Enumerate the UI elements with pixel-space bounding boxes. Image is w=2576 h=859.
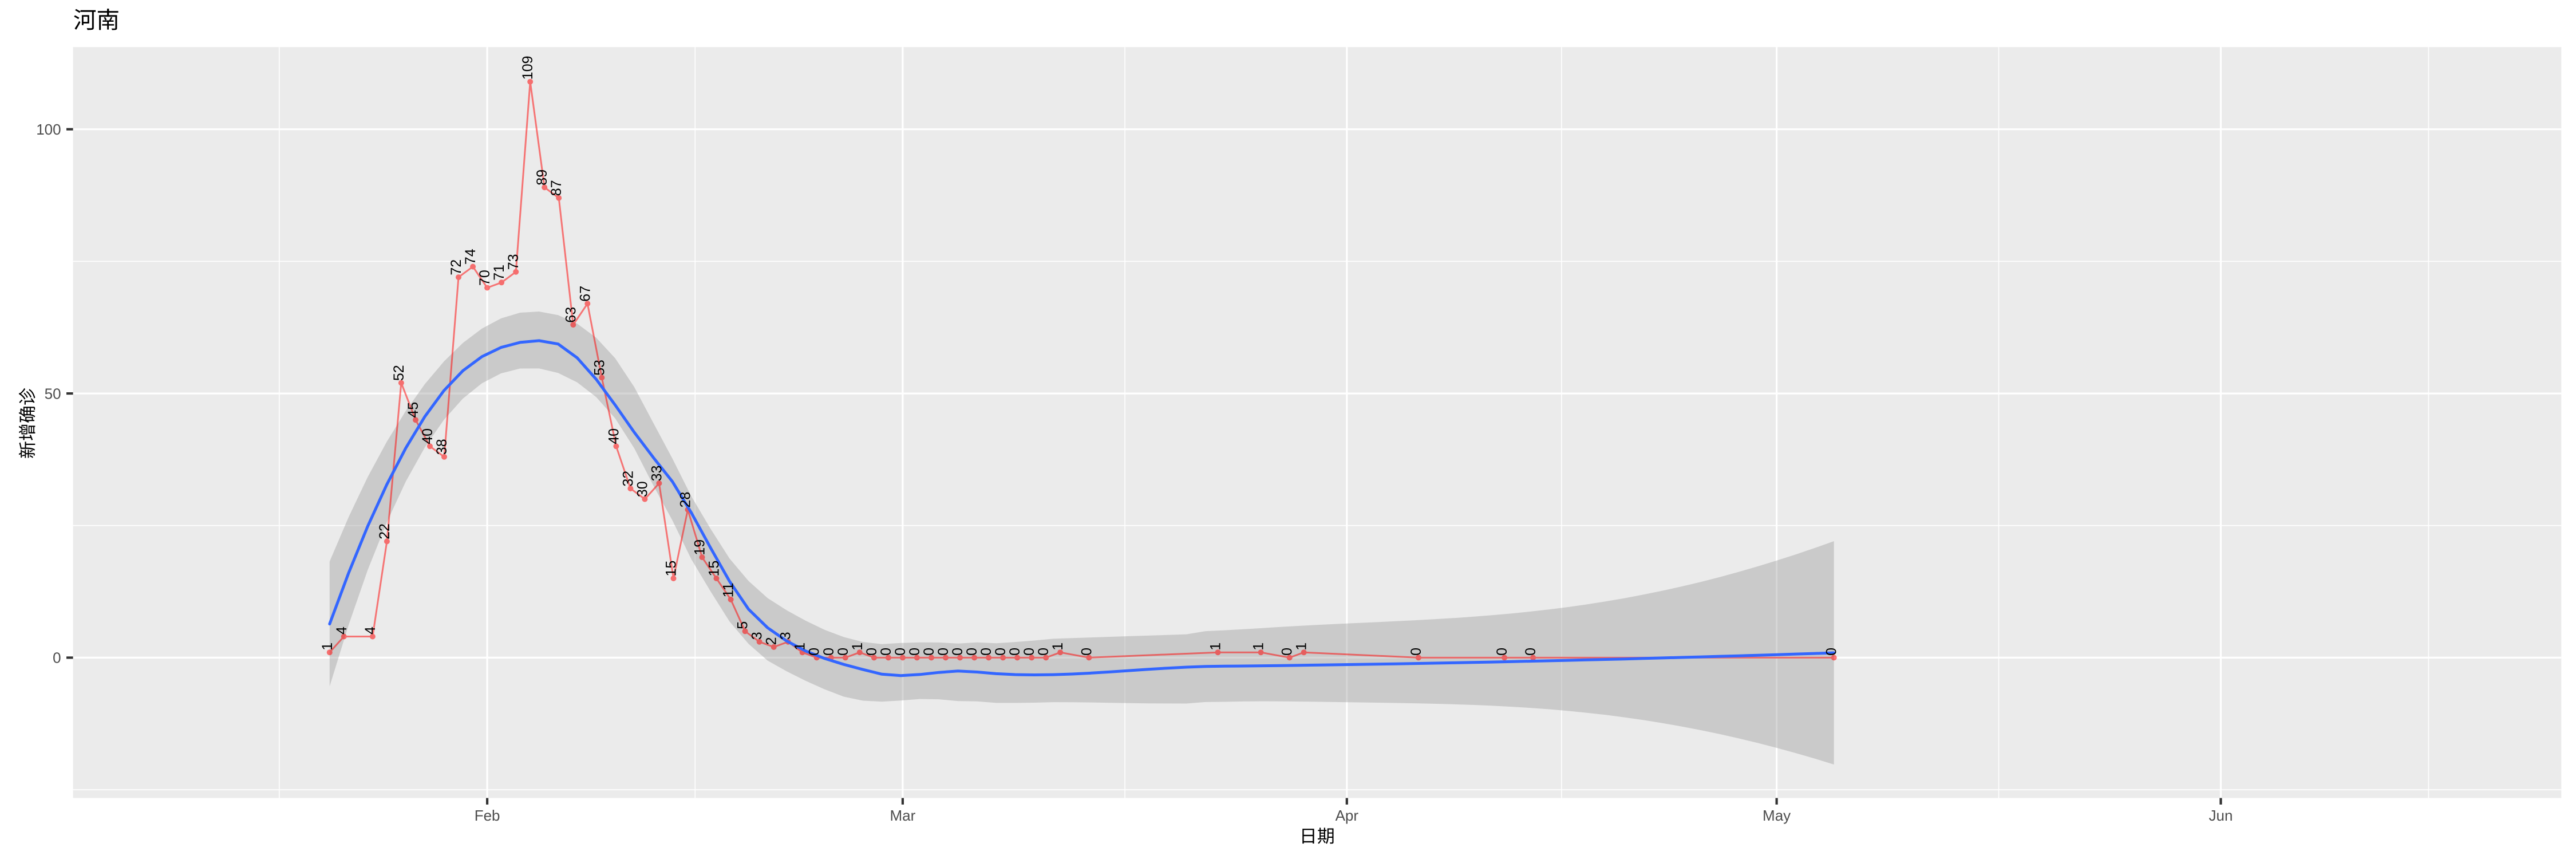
svg-text:1: 1 xyxy=(1251,643,1267,651)
svg-text:1: 1 xyxy=(1050,643,1066,651)
svg-text:0: 0 xyxy=(1824,648,1840,656)
svg-text:40: 40 xyxy=(420,428,436,444)
svg-text:87: 87 xyxy=(548,180,564,196)
svg-text:67: 67 xyxy=(577,286,593,302)
svg-text:May: May xyxy=(1763,807,1791,824)
svg-text:53: 53 xyxy=(591,360,607,376)
svg-text:Jun: Jun xyxy=(2209,807,2233,824)
svg-text:0: 0 xyxy=(864,648,880,656)
svg-text:0: 0 xyxy=(907,648,923,656)
svg-text:32: 32 xyxy=(620,471,636,487)
svg-text:0: 0 xyxy=(1007,648,1023,656)
svg-text:0: 0 xyxy=(807,648,823,656)
svg-text:89: 89 xyxy=(534,170,550,186)
svg-text:33: 33 xyxy=(649,466,665,482)
svg-text:Feb: Feb xyxy=(475,807,500,824)
svg-text:73: 73 xyxy=(505,254,521,270)
svg-text:0: 0 xyxy=(978,648,994,656)
svg-text:38: 38 xyxy=(434,439,450,455)
svg-text:1: 1 xyxy=(319,643,335,651)
svg-text:0: 0 xyxy=(1279,648,1295,656)
svg-text:0: 0 xyxy=(821,648,837,656)
svg-text:63: 63 xyxy=(563,307,579,323)
svg-text:11: 11 xyxy=(721,582,737,597)
svg-text:1: 1 xyxy=(1208,643,1224,651)
svg-text:52: 52 xyxy=(391,365,407,381)
svg-text:0: 0 xyxy=(950,648,966,656)
svg-text:3: 3 xyxy=(778,632,794,640)
svg-text:40: 40 xyxy=(606,428,622,444)
svg-text:4: 4 xyxy=(362,626,378,635)
svg-text:109: 109 xyxy=(520,56,536,80)
svg-text:0: 0 xyxy=(1494,648,1510,656)
svg-text:15: 15 xyxy=(663,561,679,577)
svg-text:0: 0 xyxy=(835,648,851,656)
svg-text:0: 0 xyxy=(993,648,1009,656)
svg-text:1: 1 xyxy=(850,643,866,651)
svg-text:100: 100 xyxy=(36,121,61,138)
svg-text:0: 0 xyxy=(1036,648,1052,656)
svg-text:0: 0 xyxy=(892,648,908,656)
svg-text:50: 50 xyxy=(45,385,61,402)
svg-text:Apr: Apr xyxy=(1336,807,1359,824)
svg-text:0: 0 xyxy=(921,648,937,656)
svg-text:72: 72 xyxy=(448,259,464,275)
svg-text:0: 0 xyxy=(53,649,61,667)
svg-text:2: 2 xyxy=(764,637,780,645)
svg-text:0: 0 xyxy=(878,648,894,656)
svg-text:1: 1 xyxy=(1294,643,1310,651)
svg-text:5: 5 xyxy=(735,621,751,629)
svg-text:0: 0 xyxy=(935,648,951,656)
svg-text:45: 45 xyxy=(405,402,421,418)
svg-text:Mar: Mar xyxy=(890,807,916,824)
svg-text:74: 74 xyxy=(463,249,479,265)
svg-text:19: 19 xyxy=(692,539,708,555)
svg-text:28: 28 xyxy=(678,492,694,508)
svg-text:0: 0 xyxy=(1523,648,1539,656)
svg-text:0: 0 xyxy=(1408,648,1424,656)
svg-text:0: 0 xyxy=(964,648,980,656)
svg-text:1: 1 xyxy=(792,643,808,651)
svg-text:22: 22 xyxy=(377,523,393,539)
svg-text:0: 0 xyxy=(1078,648,1095,656)
svg-text:0: 0 xyxy=(1021,648,1037,656)
svg-text:70: 70 xyxy=(477,270,493,286)
svg-text:3: 3 xyxy=(749,632,765,640)
svg-text:30: 30 xyxy=(634,481,650,497)
svg-text:15: 15 xyxy=(706,561,722,577)
svg-text:71: 71 xyxy=(491,265,507,281)
svg-text:4: 4 xyxy=(334,626,350,635)
